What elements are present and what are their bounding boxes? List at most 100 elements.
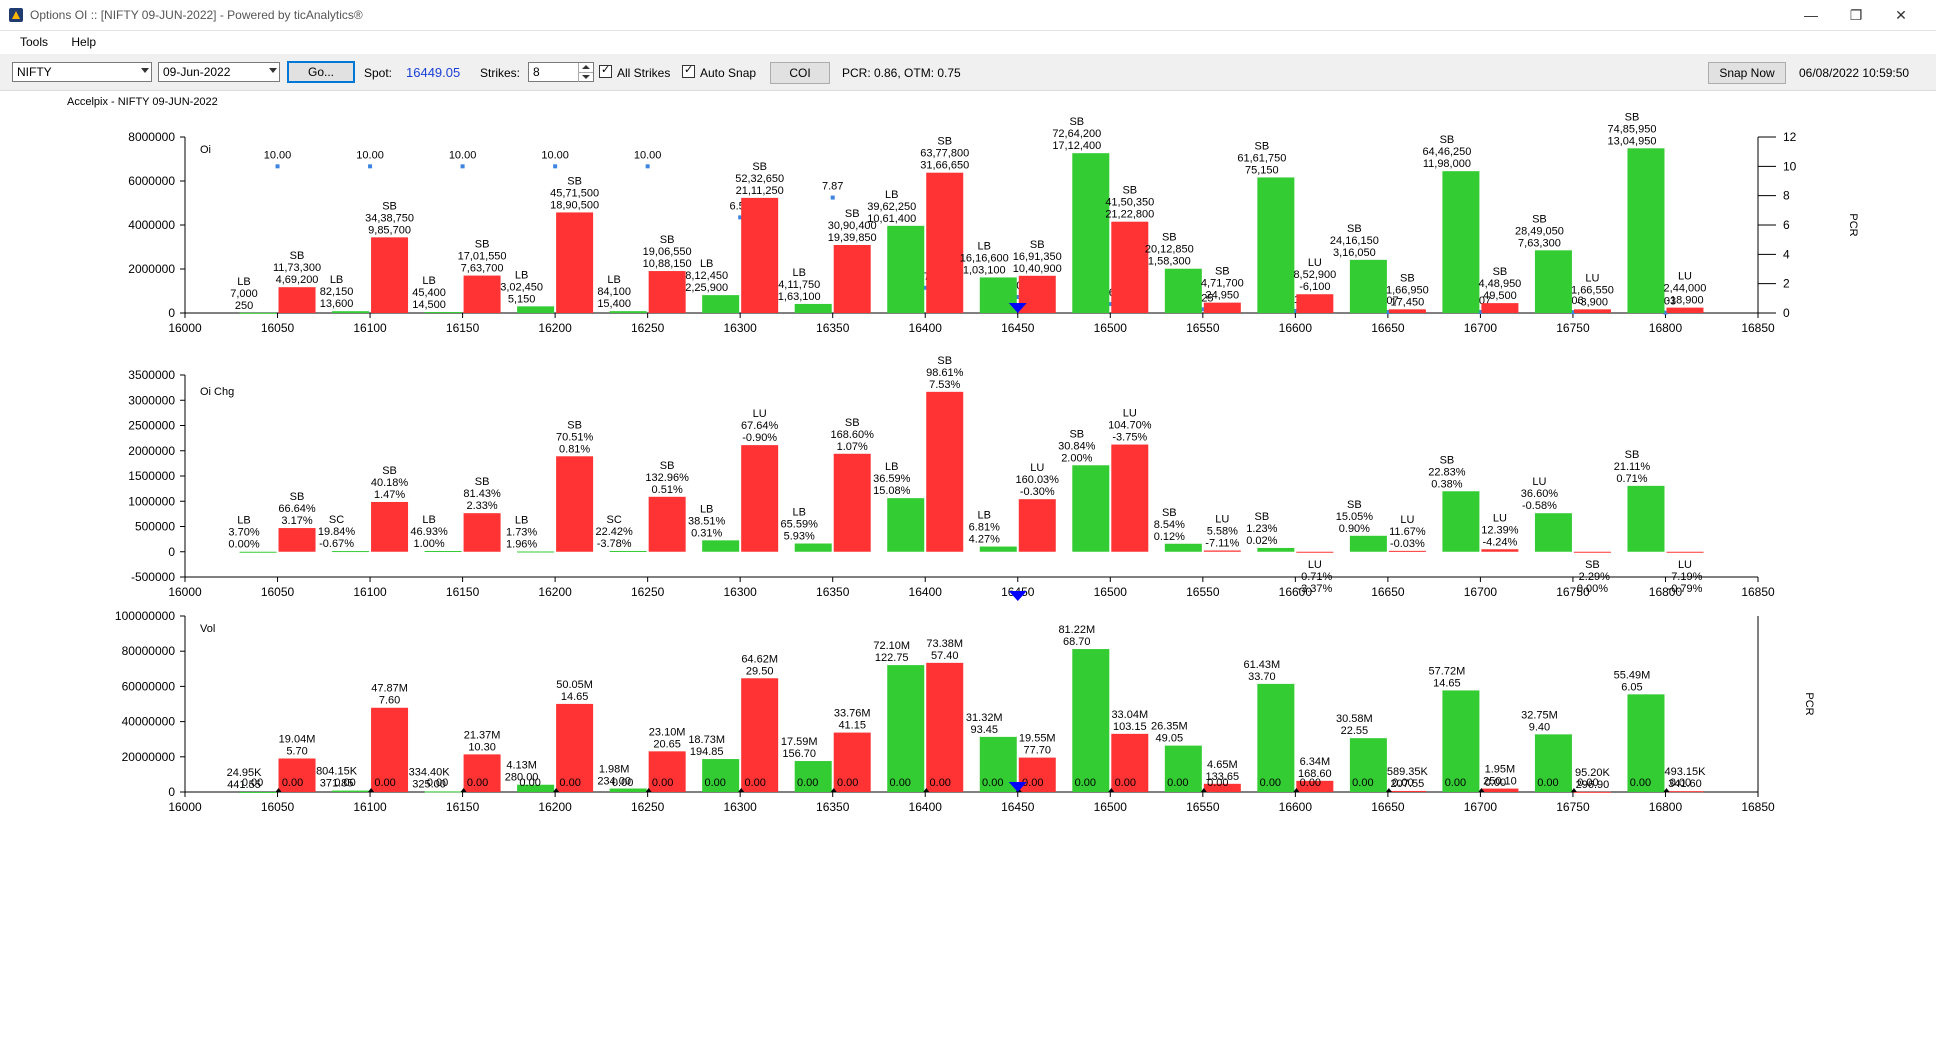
put-bar-label: 19.04M bbox=[279, 733, 316, 745]
pcr-label: 10.00 bbox=[264, 149, 292, 161]
x-tick-label: 16700 bbox=[1464, 800, 1498, 814]
minimize-button[interactable]: — bbox=[1804, 7, 1818, 23]
put-bar-label: 41,50,350 bbox=[1105, 197, 1154, 209]
put-bar-label: 49,500 bbox=[1483, 290, 1517, 302]
put-bar bbox=[556, 703, 594, 792]
call-bar-label: 75,150 bbox=[1245, 164, 1279, 176]
zero-label: 0.00 bbox=[1115, 777, 1136, 789]
menu-tools[interactable]: Tools bbox=[20, 35, 49, 49]
call-bar-label: 1.73% bbox=[506, 526, 537, 538]
strikes-spinner[interactable]: 8 bbox=[528, 62, 594, 82]
call-bar-label: SB bbox=[1069, 116, 1084, 128]
call-bar-label: 0.12% bbox=[1154, 531, 1185, 543]
x-tick-label: 16250 bbox=[631, 800, 665, 814]
menu-help[interactable]: Help bbox=[71, 35, 97, 49]
x-tick-label: 16600 bbox=[1279, 585, 1313, 599]
zero-label: 0.00 bbox=[1670, 777, 1691, 789]
put-bar bbox=[1203, 302, 1241, 313]
right-tick-label: 10 bbox=[1783, 159, 1797, 173]
put-bar-label: 34,38,750 bbox=[365, 212, 414, 224]
put-bar-label: SB bbox=[660, 460, 675, 472]
call-bar-label: 31.32M bbox=[966, 712, 1003, 724]
call-bar-label: 1.23% bbox=[1246, 523, 1277, 535]
pcr-label: 10.00 bbox=[634, 149, 662, 161]
pcr-point bbox=[553, 164, 558, 169]
panel-label: Oi Chg bbox=[200, 386, 234, 398]
call-bar-label: SB bbox=[1347, 499, 1362, 511]
put-bar bbox=[1388, 790, 1426, 792]
right-tick-label: 4 bbox=[1783, 247, 1790, 261]
call-bar-label: 371.85 bbox=[320, 778, 354, 790]
all-strikes-label: All Strikes bbox=[617, 66, 671, 80]
call-bar-label: 8.54% bbox=[1154, 519, 1185, 531]
zero-label: 0.00 bbox=[1075, 777, 1096, 789]
call-bar bbox=[887, 498, 925, 552]
call-bar bbox=[332, 311, 370, 313]
call-bar-label: SB bbox=[1162, 232, 1177, 244]
call-bar-label: 72,64,200 bbox=[1052, 128, 1101, 140]
call-bar bbox=[239, 551, 277, 553]
call-bar-label: 804.15K bbox=[316, 766, 358, 778]
call-bar-label: 65.59% bbox=[781, 519, 819, 531]
options-oi-charts: Accelpix - NIFTY 09-JUN-2022020000004000… bbox=[67, 96, 1859, 814]
auto-snap-checkbox[interactable] bbox=[682, 63, 695, 78]
put-bar-label: -18,900 bbox=[1666, 295, 1703, 307]
put-bar bbox=[648, 271, 686, 313]
zero-label: 0.00 bbox=[744, 777, 765, 789]
call-bar-label: SB bbox=[1440, 134, 1455, 146]
spin-up-icon[interactable] bbox=[578, 63, 593, 72]
zero-label: 0.00 bbox=[1392, 777, 1413, 789]
call-bar-label: 5,150 bbox=[508, 293, 536, 305]
call-bar bbox=[1072, 649, 1110, 792]
call-bar-label: 3,16,050 bbox=[1333, 247, 1376, 259]
call-bar-label: 3,02,450 bbox=[500, 281, 543, 293]
call-bar bbox=[1257, 683, 1295, 792]
put-bar-label: LU bbox=[1308, 559, 1322, 571]
call-bar bbox=[609, 311, 647, 313]
call-bar-label: LB bbox=[515, 514, 528, 526]
put-bar-label: SB bbox=[1215, 266, 1230, 278]
small-marker-icon bbox=[1663, 788, 1670, 792]
put-bar-label: SB bbox=[1493, 266, 1508, 278]
call-bar-label: 49.05 bbox=[1156, 733, 1184, 745]
small-marker-icon bbox=[1570, 788, 1577, 792]
x-tick-label: 16700 bbox=[1464, 585, 1498, 599]
call-bar-label: 33.70 bbox=[1248, 671, 1276, 683]
spin-down-icon[interactable] bbox=[578, 72, 593, 82]
close-button[interactable]: ✕ bbox=[1895, 7, 1907, 23]
zero-label: 0.00 bbox=[559, 777, 580, 789]
call-bar-label: 325.00 bbox=[412, 778, 446, 790]
all-strikes-checkbox[interactable] bbox=[599, 63, 612, 78]
pcr-point bbox=[1385, 309, 1390, 314]
spot-marker-icon bbox=[1008, 782, 1027, 792]
zero-label: 0.00 bbox=[1300, 777, 1321, 789]
put-bar-label: 1.07% bbox=[837, 441, 868, 453]
pcr-point bbox=[1478, 309, 1483, 314]
call-bar-label: 84,100 bbox=[597, 286, 631, 298]
put-bar-label: 41.15 bbox=[838, 720, 866, 732]
call-bar-label: 24.95K bbox=[227, 767, 263, 779]
call-bar-label: LB bbox=[792, 267, 805, 279]
x-tick-label: 16550 bbox=[1186, 321, 1220, 335]
put-bar-label: SB bbox=[567, 175, 582, 187]
put-bar-label: LU bbox=[1308, 257, 1322, 269]
put-bar-label: -3.75% bbox=[1112, 432, 1147, 444]
put-bar-label: 73.38M bbox=[926, 638, 963, 650]
put-bar-label: LU bbox=[1678, 271, 1692, 283]
pcr-point bbox=[645, 164, 650, 169]
small-marker-icon bbox=[923, 788, 930, 792]
x-tick-label: 16000 bbox=[168, 800, 202, 814]
right-axis-title: PCR bbox=[1847, 213, 1859, 236]
put-bar-label: 0.51% bbox=[652, 484, 683, 496]
symbol-select[interactable]: NIFTY bbox=[12, 62, 152, 82]
go-button[interactable]: Go... bbox=[287, 61, 355, 83]
call-bar-label: LB bbox=[237, 276, 250, 288]
pcr-point bbox=[1200, 307, 1205, 312]
put-bar-label: 133.65 bbox=[1205, 771, 1239, 783]
restore-button[interactable]: ❐ bbox=[1849, 7, 1863, 23]
snap-now-button[interactable]: Snap Now bbox=[1708, 62, 1786, 84]
coi-button[interactable]: COI bbox=[770, 62, 830, 84]
put-bar bbox=[1296, 294, 1334, 313]
expiry-select[interactable]: 09-Jun-2022 bbox=[158, 62, 280, 82]
call-bar-label: 16,16,600 bbox=[960, 252, 1009, 264]
